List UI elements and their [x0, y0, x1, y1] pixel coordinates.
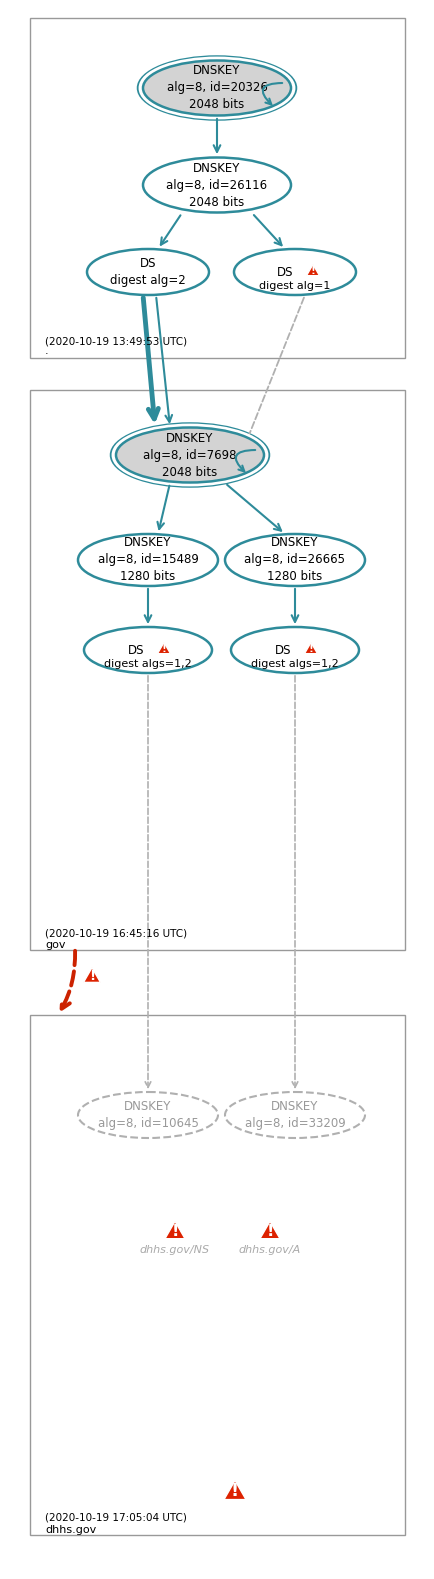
- Ellipse shape: [78, 534, 217, 586]
- Ellipse shape: [87, 249, 208, 295]
- Polygon shape: [83, 968, 100, 982]
- Ellipse shape: [224, 1093, 364, 1138]
- Ellipse shape: [224, 534, 364, 586]
- Ellipse shape: [116, 428, 263, 483]
- Text: DS: DS: [274, 644, 291, 657]
- Ellipse shape: [230, 627, 358, 673]
- Text: (2020-10-19 16:45:16 UTC): (2020-10-19 16:45:16 UTC): [45, 928, 187, 938]
- Polygon shape: [304, 643, 317, 654]
- Ellipse shape: [143, 158, 290, 213]
- Text: gov: gov: [45, 940, 66, 951]
- FancyBboxPatch shape: [30, 1015, 404, 1535]
- Text: digest algs=1,2: digest algs=1,2: [250, 658, 338, 669]
- Polygon shape: [224, 1481, 246, 1500]
- Polygon shape: [306, 264, 319, 276]
- Polygon shape: [164, 1221, 184, 1238]
- Text: DS: DS: [128, 644, 144, 657]
- Polygon shape: [157, 643, 170, 654]
- FancyBboxPatch shape: [30, 17, 404, 358]
- Ellipse shape: [111, 423, 268, 486]
- Text: !: !: [266, 1224, 273, 1238]
- Text: dhhs.gov/A: dhhs.gov/A: [238, 1244, 300, 1255]
- Text: DNSKEY
alg=8, id=20326
2048 bits: DNSKEY alg=8, id=20326 2048 bits: [166, 65, 267, 112]
- Text: !: !: [230, 1483, 239, 1500]
- Text: DNSKEY
alg=8, id=33209: DNSKEY alg=8, id=33209: [244, 1101, 345, 1131]
- Text: !: !: [171, 1224, 178, 1238]
- Text: digest alg=1: digest alg=1: [259, 281, 330, 291]
- Text: digest algs=1,2: digest algs=1,2: [104, 658, 191, 669]
- Ellipse shape: [141, 58, 293, 117]
- Polygon shape: [260, 1221, 279, 1238]
- Ellipse shape: [233, 249, 355, 295]
- Text: DNSKEY
alg=8, id=26116
2048 bits: DNSKEY alg=8, id=26116 2048 bits: [166, 161, 267, 208]
- Ellipse shape: [84, 627, 211, 673]
- Ellipse shape: [138, 57, 295, 120]
- Text: !: !: [89, 970, 95, 982]
- Text: DNSKEY
alg=8, id=10645: DNSKEY alg=8, id=10645: [97, 1101, 198, 1131]
- Text: !: !: [161, 644, 166, 654]
- Text: DNSKEY
alg=8, id=15489
1280 bits: DNSKEY alg=8, id=15489 1280 bits: [97, 537, 198, 584]
- Ellipse shape: [78, 1093, 217, 1138]
- Ellipse shape: [114, 426, 265, 485]
- Text: DNSKEY
alg=8, id=26665
1280 bits: DNSKEY alg=8, id=26665 1280 bits: [244, 537, 345, 584]
- Text: .: .: [45, 346, 49, 355]
- Text: DS: DS: [276, 265, 293, 278]
- Text: (2020-10-19 17:05:04 UTC): (2020-10-19 17:05:04 UTC): [45, 1513, 187, 1524]
- Text: dhhs.gov: dhhs.gov: [45, 1525, 96, 1535]
- Text: DS
digest alg=2: DS digest alg=2: [110, 257, 185, 287]
- Text: !: !: [308, 644, 313, 654]
- Text: (2020-10-19 13:49:53 UTC): (2020-10-19 13:49:53 UTC): [45, 336, 187, 346]
- Text: !: !: [310, 265, 315, 276]
- Text: DNSKEY
alg=8, id=7698
2048 bits: DNSKEY alg=8, id=7698 2048 bits: [143, 431, 236, 478]
- Ellipse shape: [143, 60, 290, 115]
- Text: dhhs.gov/NS: dhhs.gov/NS: [140, 1244, 210, 1255]
- FancyBboxPatch shape: [30, 390, 404, 951]
